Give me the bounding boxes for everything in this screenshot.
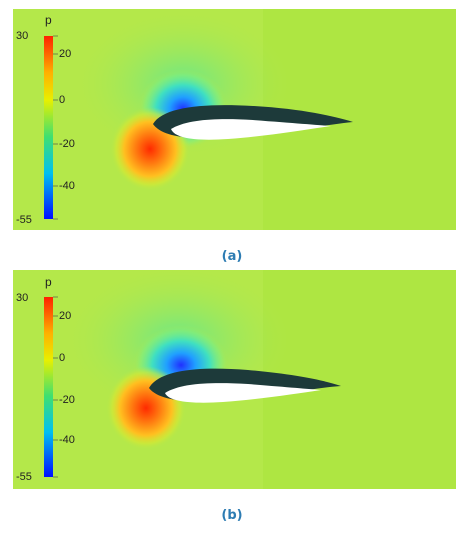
pressure-field-panel-b: p 30 20 0 -20 -40 -55 <box>13 270 456 489</box>
colorbar-title: p <box>45 13 52 27</box>
colorbar-title: p <box>45 275 52 289</box>
colorbar-b <box>44 297 53 477</box>
pressure-field-panel-a: p 30 20 0 -20 -40 -55 <box>13 9 456 230</box>
colorbar-label: 30 <box>16 292 29 304</box>
colorbar-label: -55 <box>16 214 32 226</box>
pressure-field-b <box>13 270 456 489</box>
colorbar-label: 0 <box>59 352 66 364</box>
colorbar-label: -20 <box>59 138 75 150</box>
colorbar-label: 20 <box>59 310 72 322</box>
colorbar-label: -40 <box>59 180 75 192</box>
caption-a: (a) <box>221 249 243 264</box>
colorbar-label: 0 <box>59 94 66 106</box>
colorbar-label: -20 <box>59 394 75 406</box>
colorbar-label: 30 <box>16 30 29 42</box>
caption-b: (b) <box>221 508 243 523</box>
colorbar-label: 20 <box>59 48 72 60</box>
colorbar-a <box>44 36 53 219</box>
pressure-field-a <box>13 9 456 230</box>
colorbar-label: -55 <box>16 471 32 483</box>
colorbar-label: -40 <box>59 434 75 446</box>
